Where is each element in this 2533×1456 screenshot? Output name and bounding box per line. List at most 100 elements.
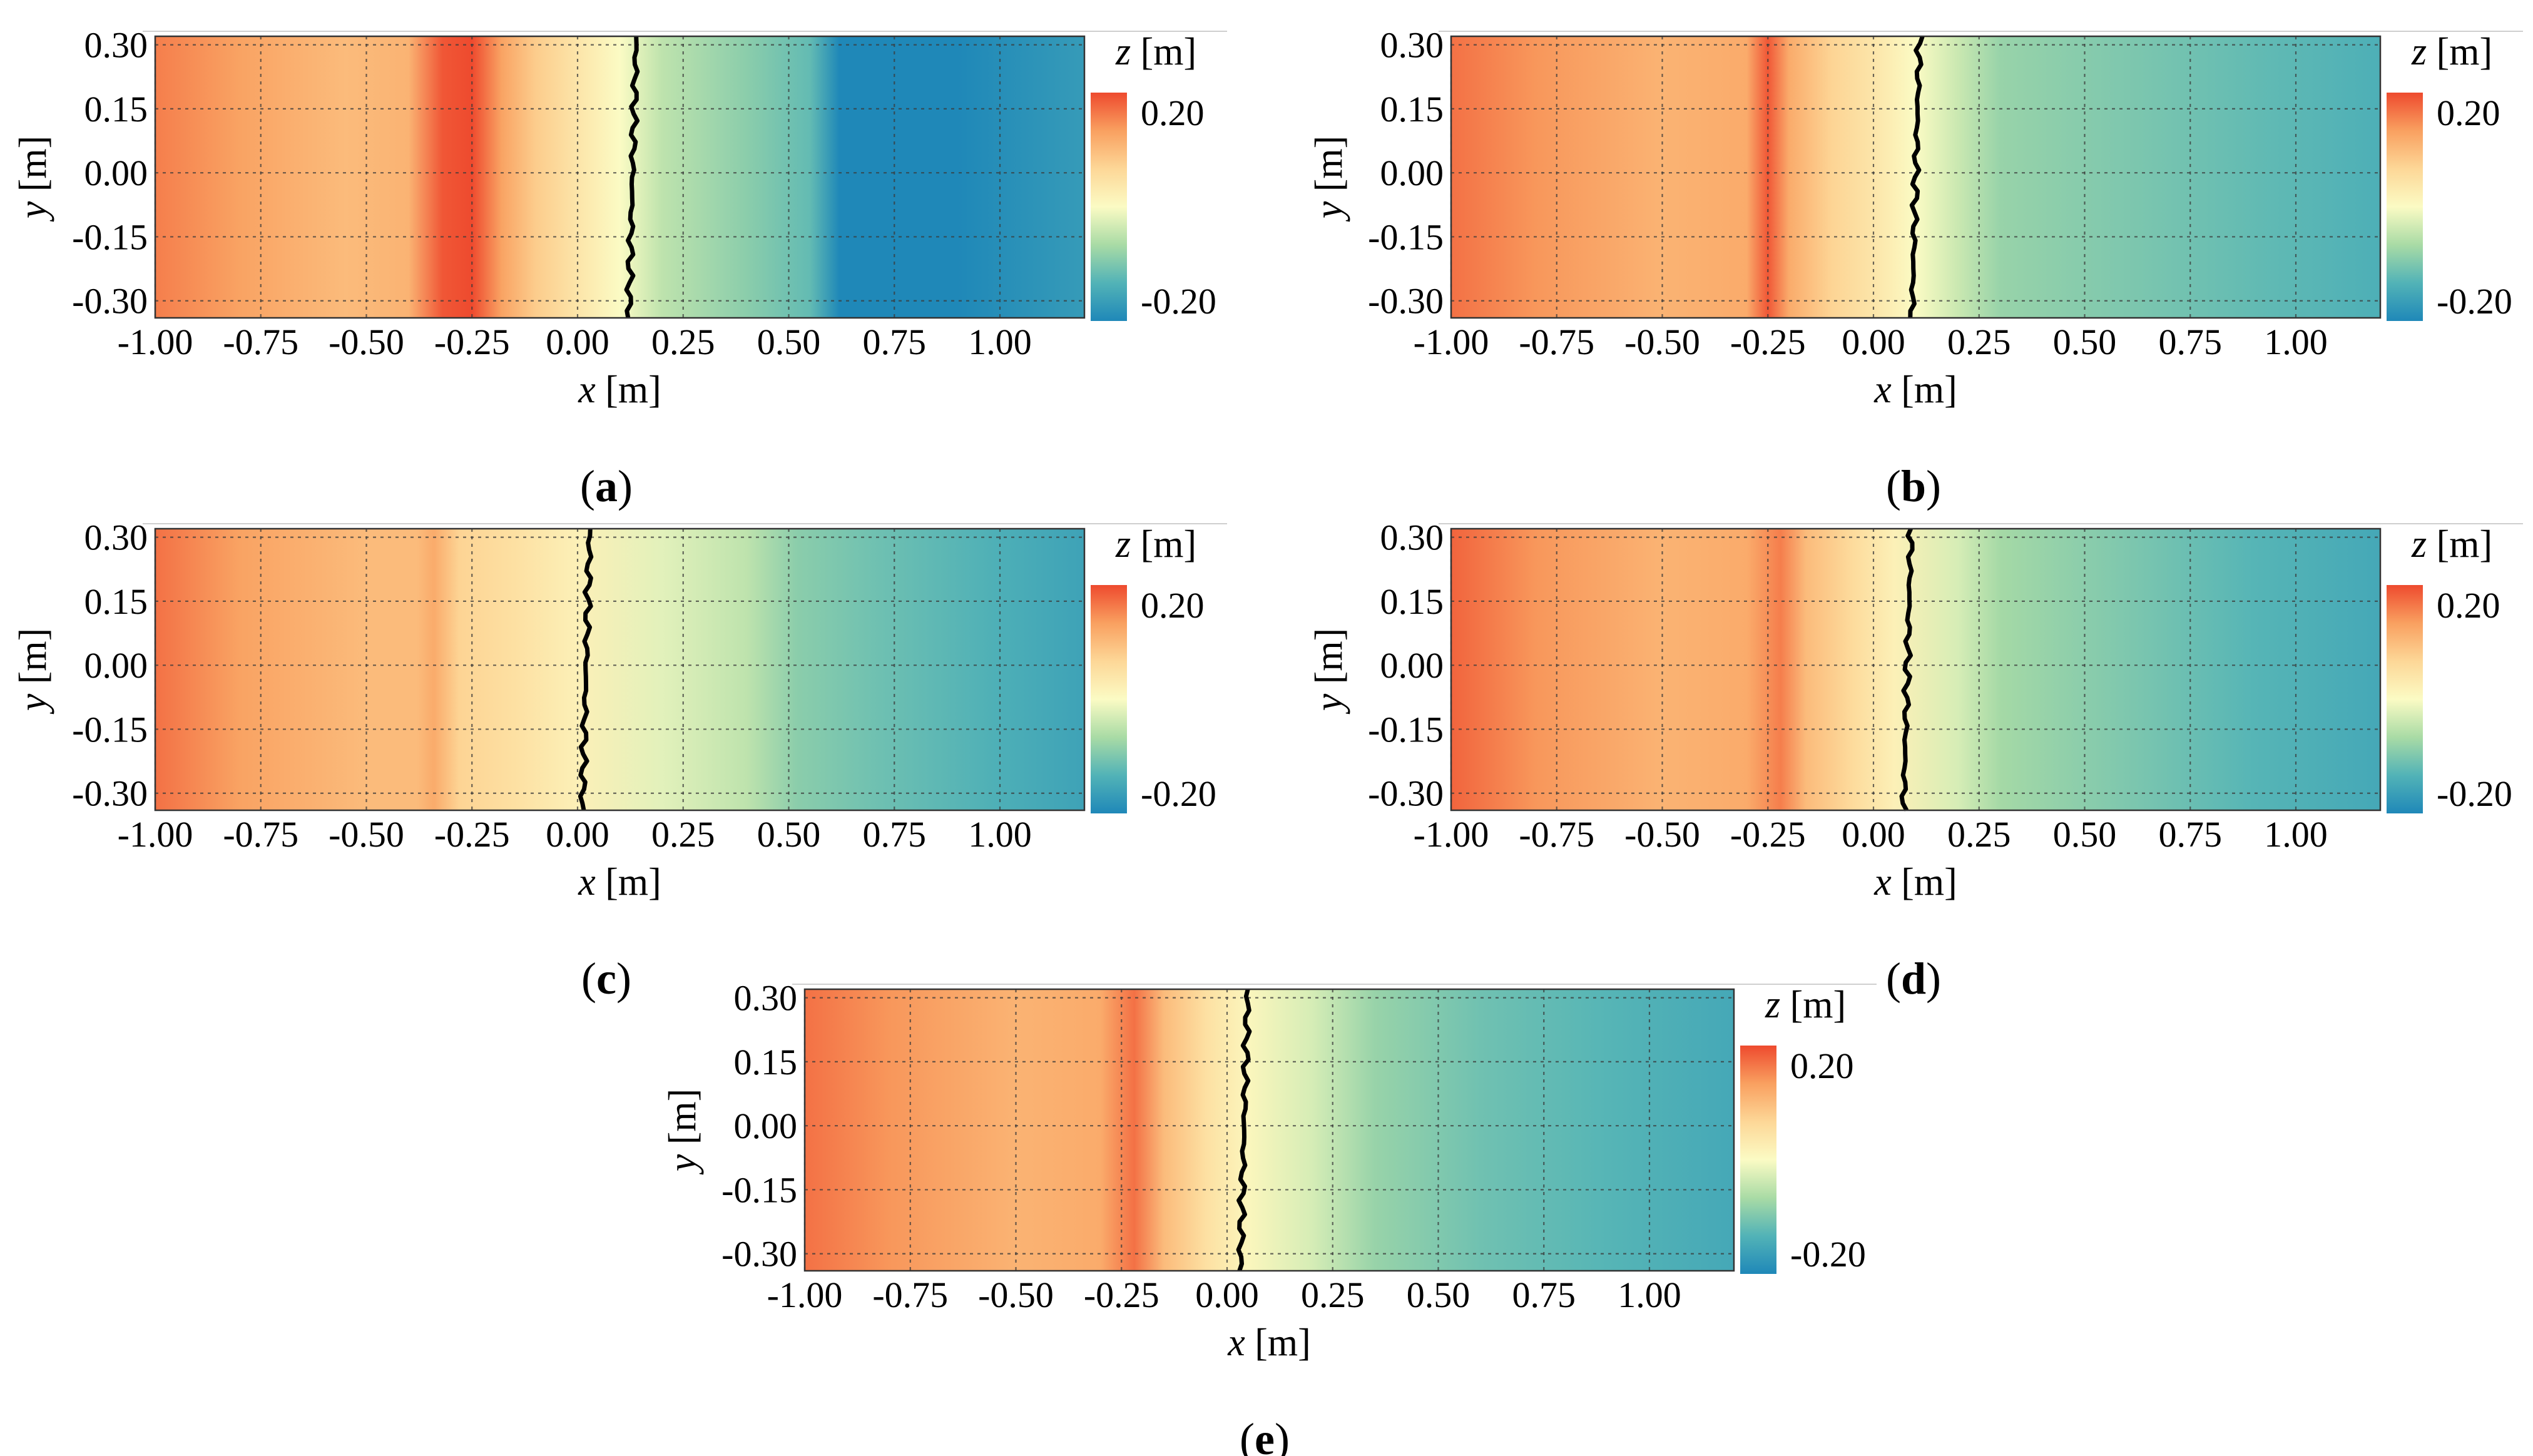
- y-axis-label: y [m]: [661, 1089, 704, 1176]
- x-tick-label: -0.50: [329, 322, 404, 362]
- y-tick-label: 0.15: [1380, 89, 1444, 130]
- colorbar: [2387, 93, 2423, 321]
- x-tick-label: -0.25: [434, 814, 510, 855]
- x-tick-label: 1.00: [968, 814, 1032, 855]
- plot-frame: [154, 527, 1086, 812]
- colorbar-tick-label: 0.20: [2437, 585, 2500, 626]
- colorbar-title: z [m]: [1765, 984, 1846, 1026]
- colorbar: [2387, 585, 2423, 813]
- y-tick-label: 0.00: [1380, 153, 1444, 193]
- x-tick-label: 1.00: [1618, 1275, 1681, 1315]
- x-tick-label: 0.75: [863, 322, 927, 362]
- colorbar-title: z [m]: [2411, 523, 2492, 566]
- colorbar: [1091, 585, 1127, 813]
- y-tick-label: -0.15: [721, 1169, 797, 1210]
- colorbar-tick-label: 0.20: [2437, 93, 2500, 133]
- x-axis-label: x [m]: [578, 369, 661, 411]
- colorbar-tick-label: -0.20: [2437, 281, 2512, 322]
- x-tick-label: 1.00: [2264, 322, 2328, 362]
- y-tick-label: -0.15: [72, 709, 148, 750]
- colorbar-title: z [m]: [1115, 523, 1196, 566]
- y-tick-label: 0.15: [734, 1042, 798, 1082]
- x-tick-label: -0.75: [223, 814, 298, 855]
- x-tick-label: 0.25: [1947, 322, 2011, 362]
- heatmap-field: [155, 36, 1084, 318]
- heatmap-field: [1451, 529, 2380, 810]
- y-tick-label: 0.00: [1380, 645, 1444, 686]
- y-tick-label: -0.30: [72, 773, 148, 814]
- y-axis-label: y [m]: [12, 136, 54, 223]
- x-axis-label: x [m]: [1227, 1321, 1311, 1364]
- x-tick-label: 0.75: [1512, 1275, 1576, 1315]
- colorbar-tick-label: 0.20: [1790, 1046, 1854, 1086]
- x-tick-label: -1.00: [118, 322, 193, 362]
- colorbar-tick-label: 0.20: [1141, 585, 1205, 626]
- x-tick-label: 0.50: [2053, 322, 2117, 362]
- heatmap-field: [805, 989, 1734, 1271]
- y-axis-label: y [m]: [1308, 628, 1350, 715]
- y-tick-label: 0.30: [734, 978, 798, 1019]
- x-tick-label: -0.50: [978, 1275, 1054, 1315]
- y-tick-label: -0.15: [1368, 709, 1444, 750]
- x-tick-label: 1.00: [2264, 814, 2328, 855]
- colorbar-tick-label: -0.20: [1141, 773, 1216, 814]
- panel-caption: (b): [1886, 461, 1941, 511]
- x-tick-label: 0.25: [651, 322, 715, 362]
- colorbar-title: z [m]: [2411, 31, 2492, 73]
- chart-panel-d: -1.00 -0.75 -0.50 -0.25 0.00 0.25 0.50 0.75 1.00…: [1308, 517, 2523, 1004]
- plot-frame: [1450, 527, 2382, 812]
- x-tick-label: 0.50: [757, 814, 821, 855]
- x-tick-label: -0.75: [223, 322, 298, 362]
- plot-frame: [1450, 35, 2382, 319]
- panel-caption: (d): [1886, 954, 1941, 1004]
- colorbar: [1091, 93, 1127, 321]
- shoreline-contour: [1899, 527, 1915, 812]
- colorbar-tick-label: 0.20: [1141, 93, 1205, 133]
- y-tick-label: -0.30: [1368, 281, 1444, 322]
- y-tick-label: 0.30: [1380, 25, 1444, 66]
- x-axis-label: x [m]: [578, 861, 661, 904]
- y-tick-label: -0.15: [72, 216, 148, 257]
- x-tick-label: 1.00: [968, 322, 1032, 362]
- y-tick-label: -0.30: [72, 281, 148, 322]
- x-tick-label: -0.25: [434, 322, 510, 362]
- x-tick-label: -1.00: [118, 814, 193, 855]
- colorbar-tick-label: -0.20: [2437, 773, 2512, 814]
- x-tick-label: 0.75: [2159, 322, 2223, 362]
- x-tick-label: 0.25: [651, 814, 715, 855]
- x-tick-label: -0.50: [1624, 814, 1700, 855]
- x-tick-label: 0.00: [1195, 1275, 1259, 1315]
- x-axis-label: x [m]: [1873, 369, 1957, 411]
- x-tick-label: 0.50: [1407, 1275, 1470, 1315]
- colorbar-title: z [m]: [1115, 31, 1196, 73]
- y-tick-label: 0.30: [84, 25, 148, 66]
- x-tick-label: -0.75: [872, 1275, 948, 1315]
- x-tick-label: -0.75: [1519, 322, 1594, 362]
- plot-frame: [803, 988, 1735, 1272]
- y-axis-label: y [m]: [12, 628, 54, 715]
- colorbar-tick-label: -0.20: [1790, 1234, 1866, 1275]
- x-tick-label: 0.75: [863, 814, 927, 855]
- x-tick-label: -0.50: [329, 814, 404, 855]
- x-tick-label: 0.00: [546, 322, 609, 362]
- y-tick-label: 0.15: [84, 581, 148, 622]
- x-tick-label: 0.50: [2053, 814, 2117, 855]
- x-tick-label: -0.25: [1730, 814, 1806, 855]
- x-tick-label: 0.00: [1842, 814, 1905, 855]
- x-axis-label: x [m]: [1873, 861, 1957, 904]
- shoreline-contour: [1236, 989, 1252, 1272]
- x-tick-label: 0.50: [757, 322, 821, 362]
- y-tick-label: 0.00: [84, 153, 148, 193]
- chart-panel-a: -1.00 -0.75 -0.50 -0.25 0.00 0.25 0.50 0.75 1.00…: [12, 25, 1227, 511]
- y-tick-label: -0.30: [721, 1234, 797, 1275]
- y-tick-label: 0.30: [1380, 517, 1444, 558]
- shoreline-contour: [1908, 35, 1925, 318]
- x-tick-label: 0.25: [1947, 814, 2011, 855]
- x-tick-label: -1.00: [1414, 814, 1489, 855]
- x-tick-label: 0.75: [2159, 814, 2223, 855]
- y-axis-label: y [m]: [1308, 136, 1350, 223]
- panel-caption: (a): [580, 461, 633, 511]
- y-tick-label: 0.00: [84, 645, 148, 686]
- x-tick-label: -1.00: [767, 1275, 843, 1315]
